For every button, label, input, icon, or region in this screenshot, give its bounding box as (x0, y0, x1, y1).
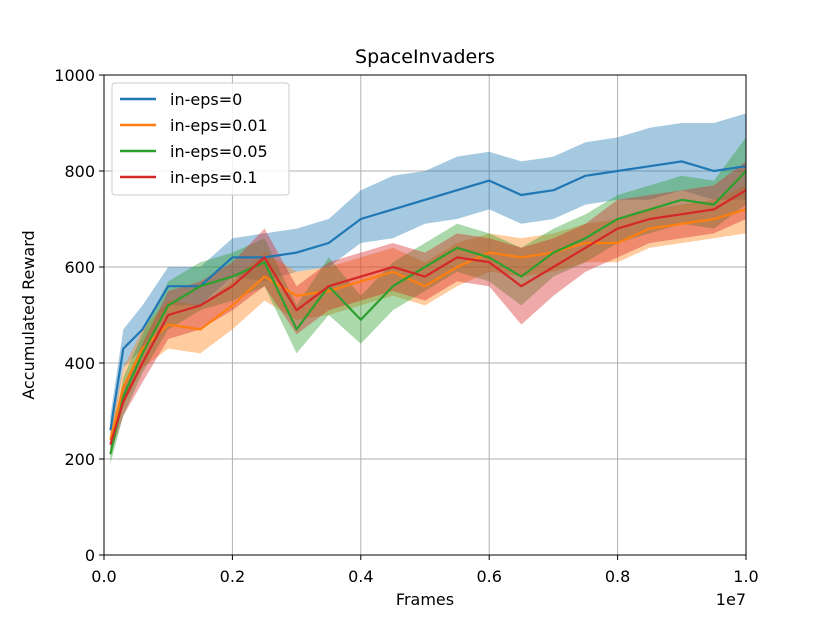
series-lines (109, 160, 747, 455)
confidence-bands (110, 113, 746, 464)
legend-entry: in-eps=0 (170, 90, 242, 109)
plot-frame (103, 74, 747, 556)
y-tick-label: 600 (64, 258, 95, 277)
y-tick-label: 800 (64, 162, 95, 181)
x-tick-label: 0.0 (91, 567, 116, 586)
y-axis-ticks: 0 200 400 600 800 1000 (54, 66, 104, 565)
legend: in-eps=0 in-eps=0.01 in-eps=0.05 in-eps=0.1 (111, 82, 290, 196)
x-axis-ticks: 0.0 0.2 0.4 0.6 0.8 1.0 (91, 555, 759, 586)
y-tick-label: 0 (85, 546, 95, 565)
x-tick-label: 0.4 (348, 567, 373, 586)
y-tick-label: 1000 (54, 66, 95, 85)
legend-entry: in-eps=0.01 (170, 116, 268, 135)
x-axis-label: Frames (396, 590, 454, 609)
band-in-eps=0.05 (110, 137, 746, 464)
x-axis-scale-label: 1e7 (716, 590, 746, 609)
y-axis-label: Accumulated Reward (19, 230, 38, 399)
legend-entry: in-eps=0.05 (170, 142, 268, 161)
y-tick-label: 400 (64, 354, 95, 373)
x-tick-label: 1.0 (733, 567, 758, 586)
y-tick-label: 200 (64, 450, 95, 469)
series-line-in-eps=0.01 (109, 208, 747, 441)
x-tick-label: 0.2 (220, 567, 245, 586)
x-tick-label: 0.6 (476, 567, 501, 586)
series-line-in-eps=0 (109, 160, 747, 431)
series-line-in-eps=0.05 (109, 170, 747, 455)
legend-entry: in-eps=0.1 (170, 168, 258, 187)
band-in-eps=0.01 (110, 185, 746, 450)
band-in-eps=0 (110, 113, 746, 445)
x-tick-label: 0.8 (605, 567, 630, 586)
chart-title: SpaceInvaders (355, 46, 495, 68)
series-line-in-eps=0.1 (109, 189, 747, 445)
band-in-eps=0.1 (110, 161, 746, 455)
legend-box (111, 82, 290, 196)
